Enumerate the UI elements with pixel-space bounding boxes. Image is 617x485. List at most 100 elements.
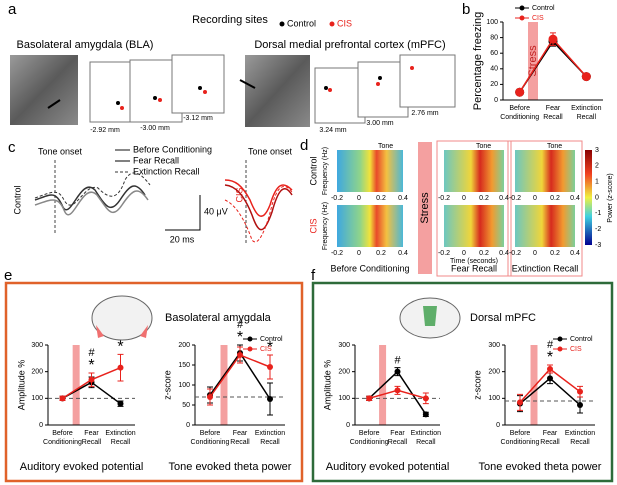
stress-band [220, 345, 228, 425]
x-tick-label: 0.4 [398, 195, 408, 202]
spectrogram [337, 150, 403, 192]
y-tick-label: 0 [494, 97, 498, 104]
x-tick-label: 0.2 [479, 195, 489, 202]
x-axis-label: Tone evoked theta power [479, 461, 602, 473]
point [88, 376, 95, 383]
legend-dot [247, 346, 253, 352]
point [547, 366, 553, 372]
y-axis-label: z-score [472, 370, 482, 400]
arrow [239, 79, 256, 89]
region-title: Basolateral amygdala [165, 312, 272, 324]
column-label: Before Conditioning [330, 263, 409, 273]
stress-band [72, 345, 80, 425]
site-dot [203, 90, 207, 94]
x-axis-label: Auditory evoked potential [326, 461, 450, 473]
scale-label: 20 ms [170, 234, 195, 244]
y-tick-label: 60 [490, 50, 498, 57]
point [577, 388, 583, 395]
x-tick-label: Extinction Recall [105, 430, 135, 446]
colorbar [585, 150, 592, 245]
row-label: Control [308, 156, 318, 185]
y-tick-label: 50 [182, 402, 190, 409]
colorbar-tick: 1 [595, 179, 599, 186]
site-dot [328, 88, 332, 92]
point [117, 364, 124, 371]
depth-label: -3.00 mm [140, 125, 170, 132]
x-tick-label: Before Conditioning [501, 430, 540, 446]
spectrogram [515, 150, 575, 192]
legend-label: Fear Recall [133, 155, 179, 165]
panel-label: c [8, 139, 16, 156]
site-dot [120, 106, 124, 110]
legend-label: Control [287, 18, 316, 28]
marker-label: Tone [476, 143, 491, 150]
point [117, 400, 124, 407]
x-tick-label: 0.2 [376, 195, 386, 202]
y-axis-label: Amplitude % [322, 360, 332, 411]
group-label: CIS [234, 187, 244, 202]
x-tick-label: 0 [533, 195, 537, 202]
site-dot [378, 76, 382, 80]
axis-label: Frequency (Hz) [322, 202, 329, 250]
heading: Recording sites [192, 14, 268, 26]
x-tick-label: 0.4 [570, 195, 580, 202]
x-tick-label: -0.2 [509, 250, 521, 257]
colorbar-tick: 2 [595, 163, 599, 170]
x-tick-label: -0.2 [331, 195, 343, 202]
x-tick-label: Before Conditioning [43, 430, 82, 446]
stress-band [530, 345, 538, 425]
y-tick-label: 40 [490, 66, 498, 73]
group-label: Control [12, 185, 22, 214]
y-tick-label: 200 [31, 369, 43, 376]
column-frame [507, 140, 583, 277]
site-dot [158, 98, 162, 102]
significance-mark: # [394, 355, 401, 367]
x-tick-label: 0.4 [398, 250, 408, 257]
x-tick-label: 0.2 [550, 195, 560, 202]
y-axis-label: Amplitude % [16, 360, 26, 411]
panel-label: b [462, 1, 470, 18]
spectrogram [444, 205, 504, 247]
panel-label: d [300, 137, 308, 154]
point [237, 352, 243, 358]
y-tick-label: 20 [490, 81, 498, 88]
significance-mark: # [547, 339, 554, 351]
y-tick-label: 200 [338, 369, 350, 376]
y-tick-label: 0 [39, 422, 43, 429]
trace [224, 185, 293, 243]
region-title: Dorsal mPFC [470, 312, 536, 324]
scale-label: 40 μV [204, 206, 228, 216]
x-tick-label: 0.4 [570, 250, 580, 257]
x-tick-label: -0.2 [509, 195, 521, 202]
scale-bar [165, 195, 201, 231]
point [577, 402, 583, 408]
point [547, 375, 553, 382]
point [394, 368, 401, 375]
y-axis-label: z-score [162, 370, 172, 400]
panel-frame [311, 281, 614, 483]
legend-label: Extinction Recall [133, 166, 200, 176]
stress-bar [418, 142, 432, 274]
marker-label: Tone [378, 143, 393, 150]
x-tick-label: Fear Recall [230, 430, 250, 446]
significance-mark: * [547, 349, 553, 366]
depth-label: 3.00 mm [366, 120, 393, 127]
y-tick-label: 100 [338, 395, 350, 402]
y-tick-label: 0 [346, 422, 350, 429]
depth-label: 2.76 mm [411, 110, 438, 117]
x-tick-label: 0 [462, 195, 466, 202]
x-tick-label: 0 [462, 250, 466, 257]
x-tick-label: 0.4 [499, 195, 509, 202]
legend-label: Control [260, 336, 283, 343]
legend-label: CIS [337, 18, 352, 28]
x-tick-label: 0 [357, 195, 361, 202]
x-tick-label: 0.2 [550, 250, 560, 257]
brain-icon [91, 295, 153, 341]
y-tick-label: 100 [178, 382, 190, 389]
point [517, 399, 523, 406]
trace [224, 184, 293, 231]
point [548, 34, 558, 44]
depth-label: -2.92 mm [90, 127, 120, 134]
x-tick-label: 0.2 [376, 250, 386, 257]
